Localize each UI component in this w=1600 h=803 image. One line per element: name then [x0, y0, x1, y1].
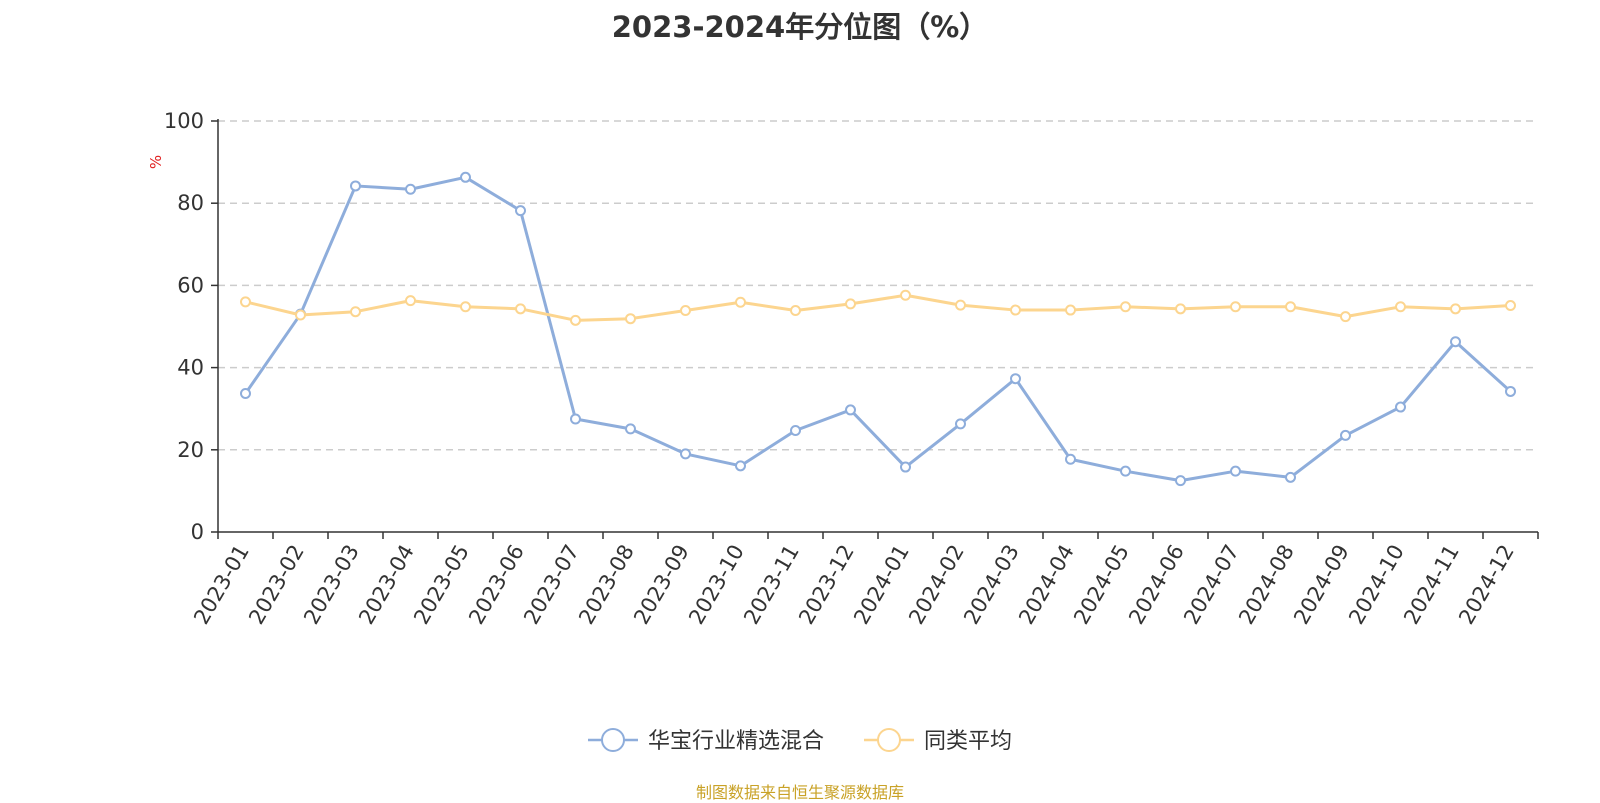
series-1-point — [1230, 465, 1241, 477]
y-tick-label: 100 — [164, 109, 204, 133]
series-line-1 — [244, 175, 1512, 483]
series-line-2 — [245, 293, 1511, 322]
series-2-point — [350, 306, 361, 318]
series-1-point — [1120, 465, 1131, 477]
series-2-point — [515, 303, 526, 315]
series-1-point — [570, 413, 581, 425]
y-tick-label: 60 — [177, 273, 204, 297]
series-2-point — [625, 313, 636, 325]
series-2-point — [405, 295, 416, 307]
series-1-point — [790, 424, 801, 436]
series-2-point — [735, 296, 746, 308]
series-2-point — [680, 304, 691, 316]
series-1-point — [460, 171, 471, 183]
series-2-point — [570, 314, 581, 326]
series-1-point — [1285, 471, 1296, 483]
series-1-point — [680, 448, 691, 460]
series-2-point — [240, 296, 251, 308]
y-tick-label: 20 — [177, 438, 204, 462]
series-2-point — [1175, 303, 1186, 315]
series-1-point — [900, 461, 911, 473]
chart-title: 2023-2024年分位图（%） — [611, 10, 989, 44]
series-1-point — [1065, 453, 1076, 465]
series-1-point — [1340, 429, 1351, 441]
series-1-point — [955, 418, 966, 430]
series-2-point — [1230, 301, 1241, 313]
series-1-point — [405, 183, 416, 195]
series-2-point — [955, 299, 966, 311]
series-1-point — [1395, 401, 1406, 413]
y-axis-unit-label: % — [147, 155, 165, 169]
series-1-point — [240, 387, 251, 399]
series-1-point — [515, 205, 526, 217]
series-1-point — [1175, 475, 1186, 487]
series-2-point — [845, 298, 856, 310]
series-1-point — [845, 404, 856, 416]
y-tick-label: 0 — [191, 520, 204, 544]
y-tick-label: 80 — [177, 191, 204, 215]
legend-marker-1 — [601, 728, 625, 752]
series-2-point — [460, 301, 471, 313]
legend-label-1: 华宝行业精选混合 — [648, 729, 824, 754]
series-2-point — [1285, 301, 1296, 313]
series-2-point — [295, 309, 306, 321]
series-2-point — [1010, 304, 1021, 316]
series-2-point — [1065, 304, 1076, 316]
series-1-point — [625, 423, 636, 435]
series-2-point — [1120, 301, 1131, 313]
series-1-point — [1505, 385, 1516, 397]
source-note: 制图数据来自恒生聚源数据库 — [695, 783, 904, 802]
series-1-point — [1450, 336, 1461, 348]
series-2-point — [790, 304, 801, 316]
series-2-point — [1395, 301, 1406, 313]
series-2-point — [1450, 303, 1461, 315]
legend-marker-2 — [877, 728, 901, 752]
series-2-point — [1340, 311, 1351, 323]
series-2-point — [900, 289, 911, 301]
series-1-point — [735, 460, 746, 472]
legend-label-2: 同类平均 — [924, 729, 1012, 754]
series-1-point — [350, 180, 361, 192]
y-tick-label: 40 — [177, 356, 204, 380]
series-2-point — [1505, 300, 1516, 312]
series-1-point — [1010, 373, 1021, 385]
x-tick-label: 2024-12 — [1454, 541, 1519, 629]
